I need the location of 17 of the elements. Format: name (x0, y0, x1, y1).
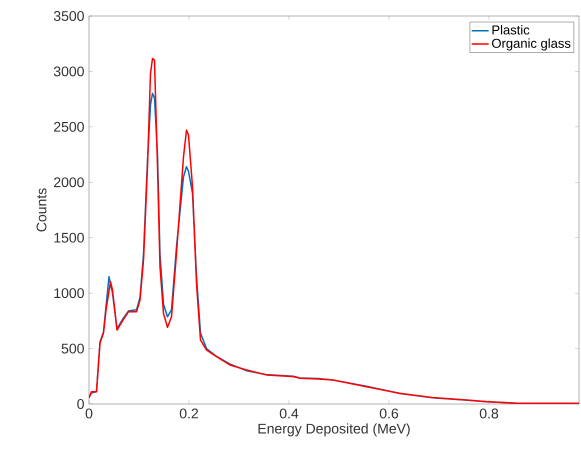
y-tick-label: 2500 (54, 122, 84, 132)
x-tick-label: 0.2 (180, 408, 198, 418)
y-tick-label: 3500 (54, 11, 84, 21)
y-tick-label: 0 (77, 399, 84, 409)
x-tick-label: 0 (86, 408, 92, 418)
legend-label: Organic glass (492, 38, 570, 50)
y-tick-label: 3000 (54, 66, 84, 76)
y-axis-title: Counts (36, 188, 46, 232)
y-tick-label: 1000 (54, 288, 84, 298)
y-tick-label: 500 (62, 344, 84, 354)
x-tick-label: 0.4 (280, 408, 298, 418)
legend-label: Plastic (492, 25, 530, 35)
y-tick-label: 1500 (54, 232, 84, 243)
x-axis-title: Energy Deposited (MeV) (258, 423, 410, 436)
x-tick-label: 0.8 (480, 408, 498, 418)
x-tick-label: 0.6 (380, 408, 398, 418)
y-tick-label: 2000 (54, 177, 84, 188)
